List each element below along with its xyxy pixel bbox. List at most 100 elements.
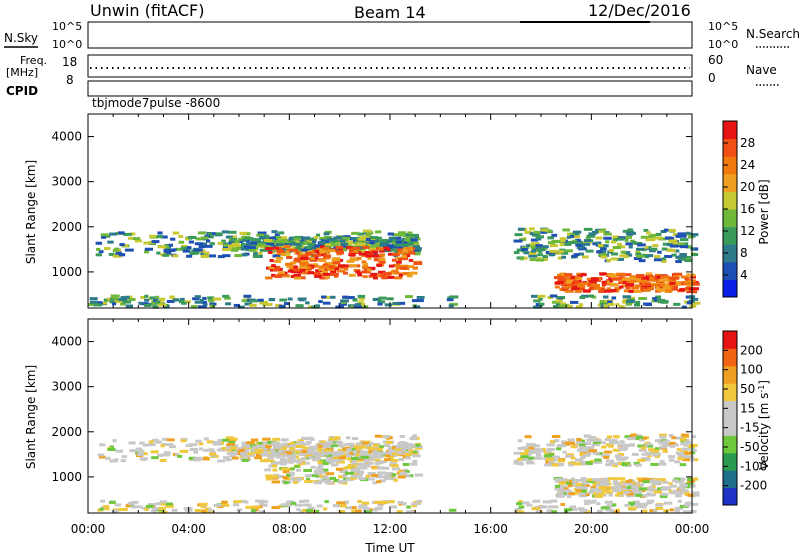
range-cell — [531, 249, 537, 253]
range-cell — [276, 249, 285, 253]
range-cell — [592, 483, 599, 487]
range-cell — [362, 275, 368, 279]
range-cell — [135, 447, 143, 451]
range-cell — [200, 236, 209, 240]
range-cell — [379, 239, 389, 243]
range-cell — [537, 253, 543, 257]
range-cell — [636, 477, 645, 481]
range-cell — [621, 284, 629, 288]
range-cell — [199, 447, 204, 451]
range-cell — [620, 485, 626, 489]
range-cell — [338, 302, 347, 306]
range-cell — [585, 236, 591, 240]
range-cell — [687, 444, 695, 448]
range-cell — [659, 494, 668, 498]
range-cell — [353, 472, 360, 476]
range-cell — [551, 233, 558, 237]
range-cell — [378, 260, 386, 264]
range-cell — [387, 252, 397, 256]
range-cell — [101, 235, 107, 239]
range-cell — [348, 250, 355, 254]
range-cell — [112, 254, 122, 258]
range-cell — [348, 253, 353, 257]
range-cell — [368, 274, 377, 278]
range-cell — [597, 494, 603, 498]
range-cell — [597, 303, 603, 307]
range-cell — [267, 250, 273, 254]
range-cell — [255, 444, 263, 448]
range-cell — [305, 509, 313, 513]
range-cell — [633, 257, 643, 261]
range-cell — [312, 454, 319, 458]
range-cell — [270, 459, 275, 463]
range-cell — [265, 445, 271, 449]
range-cell — [374, 239, 379, 243]
range-cell — [559, 478, 567, 482]
range-cell — [567, 484, 573, 488]
range-cell — [635, 252, 642, 256]
range-cell — [538, 249, 543, 253]
range-cell — [600, 482, 610, 486]
range-cell — [406, 443, 416, 447]
range-cell — [314, 249, 320, 253]
range-cell — [329, 295, 336, 299]
range-cell — [285, 473, 291, 477]
range-cell — [274, 453, 280, 457]
range-cell — [581, 255, 589, 259]
range-cell — [669, 281, 676, 285]
range-cell — [649, 509, 657, 513]
range-cell — [528, 254, 538, 258]
range-cell — [337, 475, 343, 479]
range-cell — [602, 489, 610, 493]
range-cell — [374, 458, 381, 462]
range-cell — [274, 246, 279, 250]
range-cell — [289, 267, 296, 271]
range-cell — [398, 441, 406, 445]
range-cell — [103, 247, 111, 251]
range-cell — [388, 236, 398, 240]
range-cell — [545, 250, 552, 254]
range-cell — [652, 297, 657, 301]
range-cell — [338, 247, 343, 251]
range-cell — [199, 298, 205, 302]
range-cell — [516, 510, 525, 514]
range-cell — [642, 480, 650, 484]
range-cell — [651, 481, 657, 485]
range-cell — [513, 239, 523, 243]
range-cell — [554, 439, 560, 443]
range-cell — [579, 486, 588, 490]
range-cell — [625, 479, 631, 483]
range-cell — [261, 446, 269, 450]
range-cell — [631, 452, 639, 456]
range-cell — [282, 470, 290, 474]
range-cell — [309, 258, 318, 262]
range-cell — [379, 249, 385, 253]
range-cell — [337, 448, 347, 452]
range-cell — [403, 272, 410, 276]
range-cell — [257, 450, 263, 454]
range-cell — [690, 458, 695, 462]
range-cell — [593, 460, 603, 464]
range-cell — [559, 243, 568, 247]
range-cell — [251, 238, 260, 242]
range-cell — [607, 302, 615, 306]
colorbar-tick-label: -15 — [740, 421, 760, 435]
range-cell — [355, 466, 363, 470]
range-cell — [575, 482, 583, 486]
range-cell — [209, 450, 216, 454]
range-cell — [149, 296, 159, 300]
range-cell — [606, 279, 614, 283]
range-cell — [378, 296, 387, 300]
range-cell — [247, 246, 256, 250]
range-cell — [627, 485, 636, 489]
range-cell — [516, 502, 523, 506]
range-cell — [155, 440, 163, 444]
range-cell — [241, 441, 247, 445]
range-cell — [228, 440, 235, 444]
range-cell — [372, 297, 378, 301]
range-cell — [339, 239, 346, 243]
range-cell — [680, 433, 689, 437]
range-cell — [529, 258, 537, 262]
range-cell — [190, 304, 198, 308]
range-cell — [616, 242, 622, 246]
